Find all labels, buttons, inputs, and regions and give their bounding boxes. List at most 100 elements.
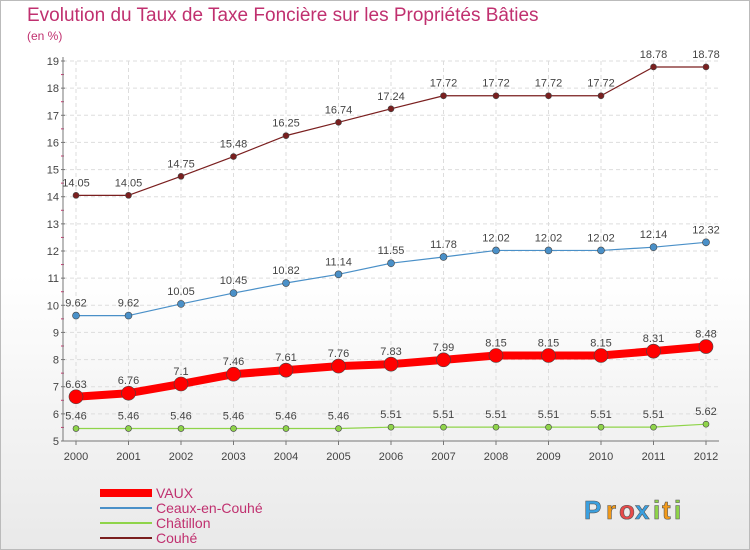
y-tick-label: 5 (53, 436, 59, 448)
data-label: 8.15 (485, 338, 506, 350)
data-label: 5.51 (643, 409, 664, 421)
data-label: 7.61 (275, 352, 296, 364)
brand-logo-letter: x (635, 495, 650, 525)
data-label: 17.72 (587, 78, 615, 90)
x-tick-label: 2001 (116, 451, 140, 463)
data-label: 10.82 (272, 265, 300, 277)
data-label: 7.99 (433, 342, 454, 354)
data-point (488, 348, 504, 363)
data-label: 18.78 (692, 49, 720, 61)
data-label: 12.14 (640, 229, 668, 241)
y-tick-label: 19 (47, 56, 59, 68)
data-point (282, 132, 290, 139)
data-label: 14.05 (62, 177, 90, 189)
x-tick-label: 2002 (169, 451, 193, 463)
x-tick-label: 2007 (431, 451, 455, 463)
data-label: 8.15 (538, 338, 559, 350)
data-point (72, 192, 80, 199)
brand-logo-letter: i (674, 495, 681, 525)
brand-logo-letter: t (662, 495, 671, 525)
data-point (440, 92, 447, 100)
data-label: 7.76 (328, 348, 349, 360)
data-label: 8.48 (695, 329, 716, 341)
data-point (72, 425, 80, 432)
data-label: 17.72 (482, 78, 510, 90)
data-point (440, 423, 447, 431)
data-label: 5.46 (275, 411, 296, 423)
x-tick-label: 2012 (694, 451, 718, 463)
data-label: 5.46 (170, 411, 191, 423)
series-ch-tillon: 5.46 5.46 5.46 5.46 5.46 5.46 5.51 5.51 5.51 5.51… (65, 406, 717, 432)
data-label: 8.31 (643, 333, 664, 345)
x-tick-label: 2010 (589, 451, 613, 463)
data-point (436, 352, 451, 368)
legend-label: Châtillon (156, 515, 210, 531)
data-point (544, 246, 553, 255)
data-point (492, 423, 500, 431)
data-point (650, 63, 657, 71)
data-label: 7.1 (173, 366, 188, 378)
data-label: 7.46 (223, 356, 244, 368)
y-tick-label: 10 (47, 300, 59, 312)
data-point (702, 238, 710, 247)
data-label: 17.24 (377, 91, 405, 103)
data-label: 18.78 (640, 49, 668, 61)
data-point (545, 92, 552, 100)
data-label: 16.74 (325, 104, 353, 116)
data-point (646, 343, 661, 359)
y-tick-label: 11 (48, 273, 59, 285)
data-point (282, 279, 290, 287)
data-point (72, 311, 80, 320)
data-point (331, 358, 346, 374)
data-label: 5.62 (695, 406, 716, 418)
data-label: 8.15 (590, 338, 611, 350)
data-label: 5.46 (328, 411, 349, 423)
y-tick-label: 18 (47, 83, 59, 95)
y-tick-label: 12 (47, 246, 59, 258)
data-point (173, 376, 189, 392)
x-tick-label: 2003 (221, 451, 245, 463)
x-tick-label: 2004 (274, 451, 298, 463)
data-label: 11.78 (430, 239, 457, 251)
data-point (121, 385, 136, 401)
y-tick-label: 15 (47, 165, 59, 177)
data-point (702, 420, 710, 428)
data-point (125, 192, 132, 199)
data-point (545, 423, 552, 431)
data-label: 17.72 (535, 78, 563, 90)
chart-title: Evolution du Taux de Taxe Foncière sur l… (27, 5, 539, 26)
data-label: 14.05 (115, 177, 143, 189)
data-point (177, 425, 185, 432)
data-point (541, 348, 556, 363)
data-label: 7.83 (380, 346, 401, 358)
data-label: 11.14 (325, 256, 352, 268)
data-point (230, 425, 237, 432)
data-point (597, 92, 605, 100)
data-point (593, 348, 609, 363)
data-point (229, 289, 238, 297)
data-label: 12.02 (482, 232, 510, 244)
data-label: 14.75 (167, 158, 195, 170)
data-point (387, 259, 395, 268)
data-point (702, 63, 710, 71)
data-point (278, 362, 294, 378)
y-tick-label: 14 (47, 192, 59, 204)
data-point (125, 425, 132, 432)
data-label: 5.46 (223, 411, 244, 423)
data-point (492, 246, 500, 255)
data-label: 10.05 (167, 286, 195, 298)
series-couh-: 14.05 14.05 14.75 15.48 16.25 16.74 17.24 17.72… (62, 49, 720, 199)
data-label: 11.55 (378, 245, 405, 257)
brand-logo-letter: P (584, 495, 601, 525)
data-label: 9.62 (118, 298, 139, 310)
brand-logo-letter: i (653, 495, 660, 525)
data-label: 10.45 (220, 275, 248, 287)
series-ceaux-en-couh-: 9.62 9.62 10.05 10.45 10.82 11.14 11.55 11.78 12… (65, 224, 720, 320)
data-point (383, 356, 399, 372)
data-label: 6.63 (65, 379, 86, 391)
data-point (335, 119, 342, 126)
data-point (597, 423, 605, 431)
data-label: 5.51 (485, 409, 506, 421)
y-tick-label: 7 (53, 382, 59, 394)
